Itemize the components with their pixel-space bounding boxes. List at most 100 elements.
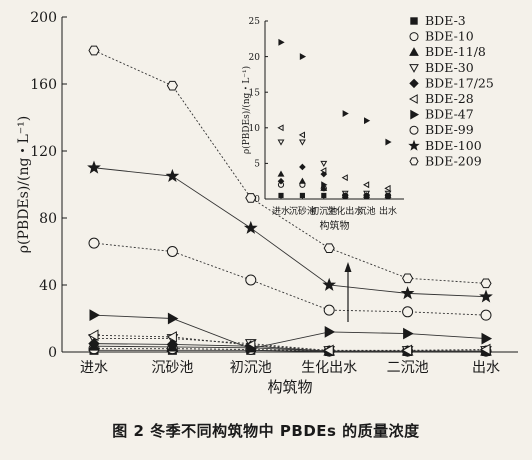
y-axis-label: ρ(PBDEs)/(ng・L⁻¹) — [241, 66, 252, 154]
series-bde-47 — [278, 38, 392, 189]
series-bde-100 — [87, 160, 493, 303]
data-point — [402, 273, 414, 284]
x-tick-label: 出水 — [472, 360, 500, 376]
data-point — [246, 342, 257, 355]
data-point — [277, 170, 285, 177]
y-tick-label: 5 — [254, 160, 260, 170]
series-line — [93, 242, 487, 316]
y-tick-label: 160 — [30, 77, 57, 93]
legend-item: BDE-17/25 — [409, 75, 494, 90]
data-point — [89, 309, 101, 321]
legend-label: BDE-47 — [425, 107, 474, 122]
data-point — [400, 286, 415, 300]
data-point — [384, 192, 392, 199]
legend-item: BDE-3 — [410, 13, 466, 28]
x-tick-label: 出水 — [379, 205, 397, 217]
legend-label: BDE-209 — [425, 153, 482, 168]
series-bde-99 — [88, 237, 492, 321]
data-point — [320, 184, 328, 191]
legend-marker — [408, 94, 418, 104]
x-tick-label: 二沉池 — [387, 360, 429, 376]
legend-item: BDE-28 — [408, 91, 474, 106]
series-line — [94, 348, 486, 352]
data-point — [342, 110, 349, 118]
x-tick-label: 进水 — [272, 205, 290, 217]
zoom-arrow — [344, 262, 352, 322]
legend-label: BDE-99 — [425, 122, 474, 137]
series-bde-30 — [277, 139, 392, 197]
data-point — [341, 192, 349, 199]
series-line — [93, 314, 487, 350]
legend-label: BDE-100 — [425, 138, 482, 153]
x-tick-label: 初沉池 — [310, 205, 337, 217]
legend-item: BDE-11/8 — [409, 44, 486, 59]
data-point — [403, 327, 414, 340]
series-bde-10 — [277, 181, 392, 199]
y-tick-label: 0 — [254, 195, 260, 205]
data-point — [480, 309, 492, 321]
data-point — [323, 344, 334, 357]
data-point — [298, 139, 306, 146]
series-bde-11-8 — [277, 170, 392, 199]
data-point — [165, 168, 180, 182]
x-tick-label: 初沉池 — [230, 359, 272, 376]
data-point — [481, 332, 493, 345]
legend-item: BDE-30 — [409, 60, 474, 75]
data-point — [341, 174, 348, 182]
x-axis-label: 构筑物 — [320, 219, 350, 232]
y-tick-label: 40 — [39, 278, 57, 294]
data-point — [277, 124, 284, 132]
data-point — [87, 160, 101, 174]
data-point — [479, 343, 491, 356]
data-point — [166, 246, 178, 257]
data-point — [322, 277, 337, 291]
figure-caption: 图 2 冬季不同构筑物中 PBDEs 的质量浓度 — [112, 422, 420, 440]
data-point — [402, 306, 414, 318]
x-tick-label: 生化出水 — [327, 205, 363, 217]
data-point — [362, 181, 370, 189]
series-line — [93, 167, 487, 298]
legend-label: BDE-30 — [425, 60, 474, 75]
x-tick-label: 生化出水 — [301, 360, 357, 376]
data-point — [88, 45, 100, 56]
y-tick-label: 120 — [30, 144, 57, 160]
legend-label: BDE-28 — [425, 91, 474, 106]
y-tick-label: 20 — [249, 53, 261, 63]
data-point — [364, 117, 371, 125]
data-point — [277, 139, 285, 146]
legend-marker — [409, 125, 419, 135]
x-tick-label: 沉池 — [358, 205, 376, 217]
series-bde-30 — [88, 334, 492, 357]
data-point — [385, 138, 392, 146]
data-point — [166, 80, 178, 91]
series-bde-47 — [89, 309, 493, 355]
x-tick-label: 沉砂池 — [151, 360, 193, 376]
x-axis-label: 构筑物 — [267, 378, 312, 396]
data-point — [299, 53, 307, 61]
data-point — [321, 181, 328, 189]
legend-marker — [409, 32, 419, 42]
series-line — [93, 343, 486, 352]
data-point — [278, 192, 284, 199]
series-bde-28 — [277, 124, 391, 192]
data-point — [324, 326, 336, 338]
data-point — [323, 243, 335, 253]
legend-marker — [410, 109, 420, 120]
data-point — [167, 312, 179, 325]
legend: BDE-3BDE-10BDE-11/8BDE-30BDE-17/25BDE-28… — [408, 13, 494, 168]
y-tick-label: 200 — [30, 10, 57, 26]
data-point — [323, 304, 335, 316]
data-point — [384, 184, 391, 192]
legend-item: BDE-100 — [408, 138, 482, 153]
y-tick-label: 0 — [48, 345, 57, 361]
data-point — [245, 274, 257, 286]
series-bde-209 — [88, 45, 492, 289]
data-point — [320, 167, 327, 174]
legend-label: BDE-3 — [425, 13, 466, 28]
series-line — [93, 50, 487, 284]
data-point — [320, 160, 328, 168]
legend-marker — [408, 139, 420, 151]
data-point — [299, 163, 306, 171]
